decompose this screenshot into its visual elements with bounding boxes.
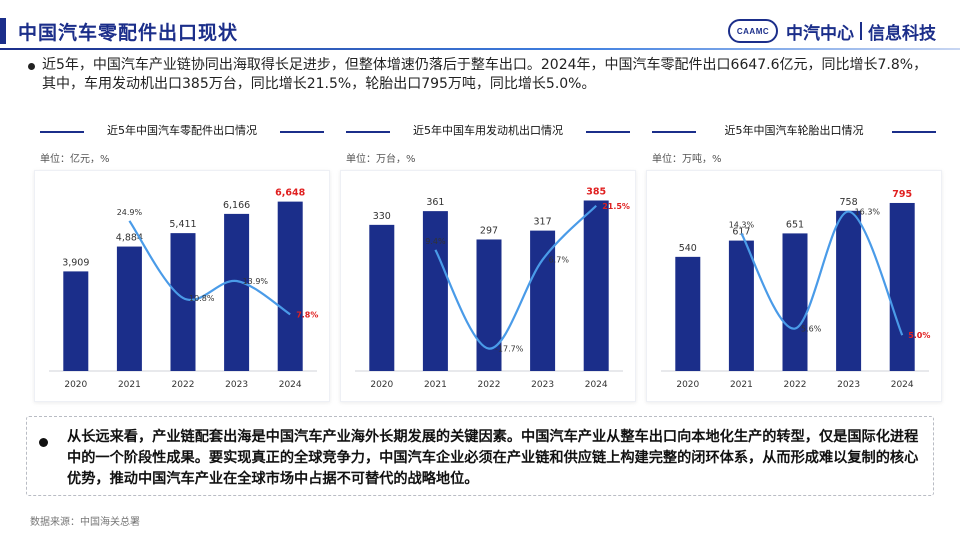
bar-2020 [675,256,701,371]
bar-2024 [583,200,609,371]
x-tick-label: 2021 [118,380,141,390]
chart-area: 3,909 2020 4,884 2021 5,411 2022 6,166 2023 6,64… [34,170,330,402]
bar-value-label: 385 [586,187,606,198]
bar-2020 [369,224,395,371]
chart-panel-engines: 近5年中国车用发动机出口情况 单位：万台，% 330 2020 361 2021 297… [340,118,636,402]
bar-value-label: 330 [373,211,391,222]
growth-rate-label: 16.3% [855,208,881,217]
bar-value-label: 651 [786,219,804,230]
title-line-right [280,131,324,133]
bar-2020 [63,271,89,371]
title-line-left [346,131,390,133]
chart-area: 330 2020 361 2021 297 2022 317 2023 385 2024 9.4% -… [340,170,636,402]
growth-line [434,204,597,350]
bar-value-label: 540 [679,243,697,254]
bar-2023 [530,230,556,371]
bar-2024 [277,201,303,371]
x-tick-label: 2020 [676,380,699,390]
conclusion-box: 从长远来看，产业链配套出海是中国汽车产业海外长期发展的关键因素。中国汽车产业从整… [26,416,934,496]
x-tick-label: 2024 [279,380,302,390]
bar-2023 [836,210,862,371]
chart-header: 近5年中国车用发动机出口情况 [340,122,636,140]
title-line-right [892,131,936,133]
chart-header: 近5年中国汽车零配件出口情况 [34,122,330,140]
growth-rate-label: -17.7% [495,345,524,354]
bar-2022 [782,233,808,371]
bar-value-label: 758 [840,197,858,208]
bar-2022 [170,233,196,371]
x-tick-label: 2024 [585,380,608,390]
chart-area: 540 2020 617 2021 651 2022 758 2023 795 2024 14.3%… [646,170,942,402]
growth-rate-label: 21.5% [602,202,630,211]
bar-value-label: 795 [892,189,912,200]
bar-2023 [224,213,250,371]
chart-svg-tires: 540 2020 617 2021 651 2022 758 2023 795 2024 14.3%… [661,189,930,390]
page-title: 中国汽车零配件出口现状 [18,22,239,44]
growth-rate-label: 9.4% [425,237,446,246]
bar-value-label: 297 [480,225,498,236]
summary-text: 近5年，中国汽车产业链协同出海取得长足进步，但整体增速仍落后于整车出口。2024… [42,57,928,92]
chart-svg-engines: 330 2020 361 2021 297 2022 317 2023 385 2024 9.4% -… [355,187,630,390]
summary-paragraph: 近5年，中国汽车产业链协同出海取得长足进步，但整体增速仍落后于整车出口。2024… [28,56,930,94]
bar-value-label: 4,884 [116,233,143,244]
company-logo: CAAMC 中汽中心 信息科技 [728,18,936,44]
logo-mark-icon: CAAMC [728,19,778,43]
logo-divider [860,22,862,40]
bar-value-label: 317 [534,217,552,228]
growth-rate-label: 14.3% [729,220,755,229]
data-source: 数据来源：中国海关总署 [30,517,140,528]
chart-unit: 单位：亿元，% [40,154,110,165]
growth-rate-label: 10.8% [189,294,215,303]
bar-value-label: 617 [732,227,750,238]
growth-line [128,220,291,316]
chart-title: 近5年中国车用发动机出口情况 [413,124,563,137]
bar-2021 [422,211,448,371]
x-tick-label: 2022 [784,380,807,390]
x-tick-label: 2023 [225,380,248,390]
bar-value-label: 6,648 [275,188,305,199]
bullet-icon [39,438,48,447]
growth-rate-label: 5.6% [801,325,822,334]
title-line-left [652,131,696,133]
bar-value-label: 5,411 [169,219,196,230]
x-tick-label: 2020 [64,380,87,390]
x-tick-label: 2020 [370,380,393,390]
growth-rate-label: 13.9% [243,277,269,286]
x-tick-label: 2022 [478,380,501,390]
conclusion-text: 从长远来看，产业链配套出海是中国汽车产业海外长期发展的关键因素。中国汽车产业从整… [67,429,919,487]
growth-rate-label: 5.0% [908,331,930,340]
bar-2024 [889,202,915,371]
bullet-icon [28,63,35,70]
logo-name: 中汽中心 [786,23,854,44]
x-tick-label: 2021 [730,380,753,390]
chart-header: 近5年中国汽车轮胎出口情况 [646,122,942,140]
bar-value-label: 3,909 [62,257,89,268]
title-line-left [40,131,84,133]
chart-title: 近5年中国汽车轮胎出口情况 [724,124,864,137]
chart-unit: 单位：万台，% [346,154,416,165]
growth-rate-label: 7.8% [296,310,318,319]
logo-subtitle: 信息科技 [868,23,936,44]
bar-2021 [728,240,754,371]
title-line-right [586,131,630,133]
chart-title: 近5年中国汽车零配件出口情况 [107,124,257,137]
header: 中国汽车零配件出口现状 CAAMC 中汽中心 信息科技 [0,8,960,44]
title-divider [0,48,960,50]
growth-rate-label: 6.7% [549,256,570,265]
title-accent-bar [0,18,6,44]
growth-line [740,210,904,336]
chart-svg-parts: 3,909 2020 4,884 2021 5,411 2022 6,166 2023 6,64… [49,188,318,390]
x-tick-label: 2022 [172,380,195,390]
x-tick-label: 2021 [424,380,447,390]
chart-panel-parts: 近5年中国汽车零配件出口情况 单位：亿元，% 3,909 2020 4,884 202… [34,118,330,402]
chart-unit: 单位：万吨，% [652,154,722,165]
bar-2021 [116,246,142,371]
x-tick-label: 2023 [837,380,860,390]
x-tick-label: 2024 [891,380,914,390]
bar-value-label: 6,166 [223,200,250,211]
x-tick-label: 2023 [531,380,554,390]
bar-value-label: 361 [426,197,444,208]
growth-rate-label: 24.9% [117,208,143,217]
chart-panel-tires: 近5年中国汽车轮胎出口情况 单位：万吨，% 540 2020 617 2021 651 2… [646,118,942,402]
